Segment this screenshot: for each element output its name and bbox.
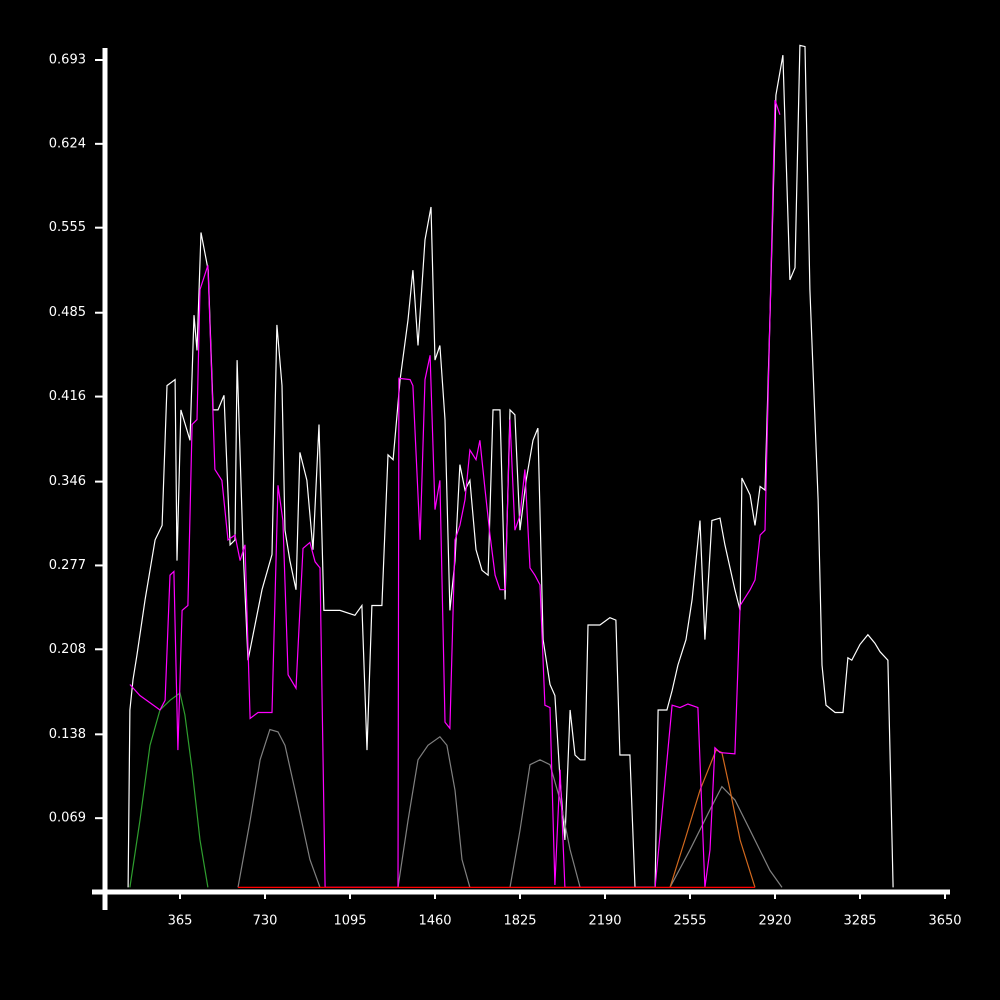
x-tick-label: 2555 xyxy=(673,914,706,929)
y-tick-label: 0.069 xyxy=(49,811,86,826)
y-tick-label: 0.624 xyxy=(49,136,86,151)
y-tick-label: 0.277 xyxy=(49,558,86,573)
x-tick-label: 3650 xyxy=(928,914,961,929)
x-tick-label: 2920 xyxy=(758,914,791,929)
x-tick-label: 365 xyxy=(168,914,193,929)
series-line xyxy=(397,735,471,888)
series-line xyxy=(127,44,894,888)
y-tick-label: 0.346 xyxy=(49,474,86,489)
series-line xyxy=(669,785,783,888)
y-tick-label: 0.416 xyxy=(49,389,86,404)
x-tick-label: 1460 xyxy=(418,914,451,929)
y-tick-label: 0.555 xyxy=(49,220,86,235)
x-tick-label: 3285 xyxy=(843,914,876,929)
series-line xyxy=(237,728,321,888)
y-tick-label: 0.693 xyxy=(49,53,86,68)
series-line xyxy=(129,691,209,888)
y-tick-label: 0.208 xyxy=(49,642,86,657)
x-tick-label: 730 xyxy=(253,914,278,929)
series-line xyxy=(509,759,581,888)
y-tick-label: 0.485 xyxy=(49,305,86,320)
y-tick-label: 0.138 xyxy=(49,727,86,742)
x-tick-label: 1095 xyxy=(333,914,366,929)
x-tick-label: 1825 xyxy=(503,914,536,929)
x-tick-label: 2190 xyxy=(588,914,621,929)
series-line xyxy=(129,99,781,888)
